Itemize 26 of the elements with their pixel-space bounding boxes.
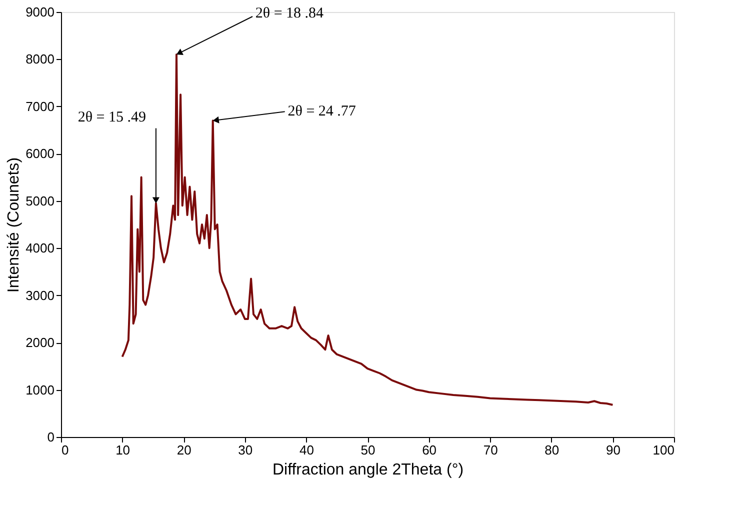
y-tick-label: 2000	[26, 335, 54, 350]
y-tick-label: 1000	[26, 382, 54, 398]
x-tick-label: 90	[606, 442, 620, 458]
annotation: 2θ = 18 .84	[255, 6, 324, 22]
x-tick-label: 40	[299, 442, 314, 458]
y-tick-label: 9000	[26, 4, 54, 20]
x-tick-label: 10	[116, 442, 130, 458]
y-axis-title: Intensité (Counets)	[6, 157, 23, 293]
x-tick-label: 80	[544, 442, 560, 458]
x-tick-label: 100	[652, 442, 674, 458]
y-tick-label: 5000	[26, 193, 54, 208]
y-tick-label: 8000	[26, 52, 54, 67]
y-tick-label: 3000	[26, 288, 54, 303]
y-tick-label: 0	[47, 430, 54, 444]
y-tick-label: 4000	[26, 240, 54, 256]
x-axis-title: Diffraction angle 2Theta (°)	[272, 462, 464, 478]
x-tick-label: 70	[483, 442, 498, 458]
x-tick-label: 0	[62, 442, 69, 458]
x-tick-label: 60	[422, 442, 437, 458]
x-tick-label: 20	[176, 442, 192, 458]
annotation: 2θ = 24 .77	[288, 104, 356, 120]
x-tick-label: 50	[360, 442, 376, 458]
x-tick-label: 30	[238, 442, 253, 458]
y-tick-label: 6000	[26, 146, 54, 162]
annotation: 2θ = 15 .49	[78, 109, 146, 126]
y-tick-label: 7000	[26, 98, 54, 114]
